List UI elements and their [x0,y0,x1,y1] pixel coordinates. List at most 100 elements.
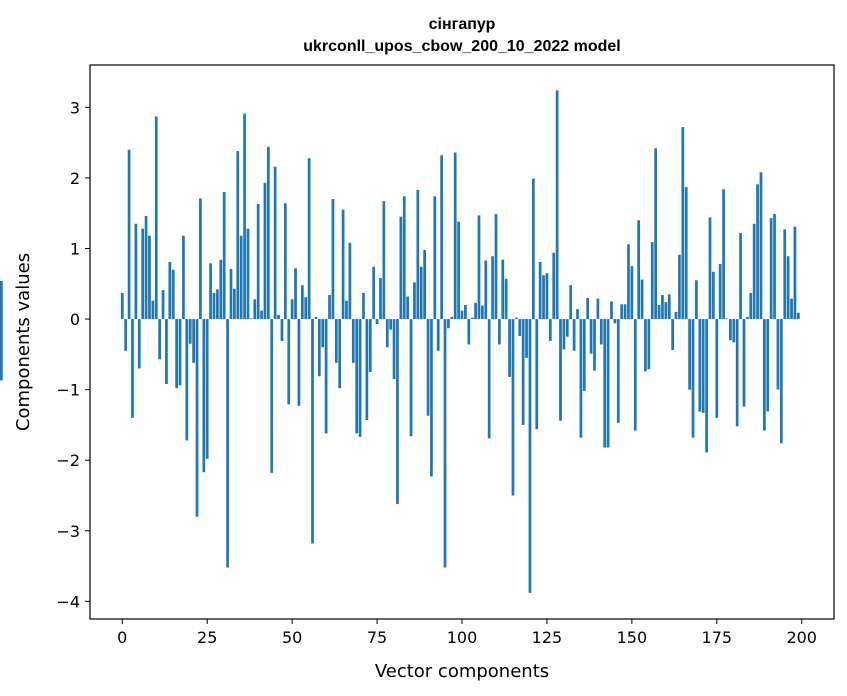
bar [348,242,352,320]
bar [511,319,515,496]
bar [199,198,202,320]
bar [277,314,280,320]
bar [776,319,780,390]
bar [402,196,406,320]
bar [552,252,556,320]
bar [498,319,501,345]
bar [657,304,661,320]
x-tick-label: 0 [117,628,127,647]
bar [0,319,3,381]
bar [735,319,739,427]
bar [338,319,342,389]
bar [137,319,141,369]
bar [243,113,246,320]
bar [630,266,634,320]
bar [447,319,450,329]
bar [426,319,430,416]
bar [647,319,651,370]
bar [474,302,477,320]
bar [317,319,321,377]
bar [779,319,783,444]
bar [345,300,348,320]
bar [650,242,654,320]
bar [718,264,722,320]
x-tick-label: 50 [282,628,302,647]
bar [239,235,243,320]
bar [392,319,396,380]
bar [725,318,729,320]
x-tick-label: 125 [532,628,563,647]
bar [382,201,386,320]
bar [674,312,678,320]
bar [263,182,267,320]
bar [763,319,766,431]
bar [283,203,287,320]
bar [294,268,297,320]
y-axis-label: Components values [13,253,34,431]
bar [525,319,528,358]
bar [606,319,610,448]
bar [260,310,263,320]
bar [746,316,749,320]
bar [334,319,338,363]
y-tick-label: 3 [70,98,80,117]
y-tick-label: −1 [56,381,80,400]
bar [695,280,698,320]
plot-frame [89,64,835,620]
bar [508,319,511,377]
bar [222,192,226,320]
bar [219,259,223,320]
bar [365,319,369,420]
x-tick-label: 25 [197,628,217,647]
bar [786,256,790,320]
bar [416,189,420,320]
bar [705,319,708,453]
bar [528,319,532,593]
bar [256,204,260,320]
bar [175,319,178,389]
bar [212,292,216,320]
bar [487,319,491,439]
bar [501,259,505,320]
bar [637,220,641,320]
chart-title-line-1: сінгапур [429,16,496,33]
y-tick-label: −4 [56,592,80,611]
x-axis-label: Vector components [375,661,549,682]
bar [633,319,637,431]
bar [793,226,797,320]
bar [246,228,250,320]
chart-title-line-2: ukrconll_upos_cbow_200_10_2022 model [303,38,620,55]
bar [185,319,189,441]
bar [684,187,688,320]
bar [202,319,206,473]
bar [742,319,746,407]
bar [559,319,562,421]
bar [531,178,535,320]
bar [192,319,195,363]
bar [671,319,674,351]
bar [385,319,389,348]
bar [555,90,559,320]
y-tick-label: −3 [56,522,80,541]
bar [216,289,219,320]
bar [0,280,3,320]
bar [226,319,229,568]
bar [253,299,257,320]
bar [205,319,209,459]
bar [542,275,545,320]
bar [773,213,776,320]
bar [620,304,624,320]
bar-series [0,90,800,593]
bar [419,266,423,320]
bar [413,282,416,320]
bar [562,319,566,350]
bar [182,235,185,320]
bar [154,116,158,320]
x-tick-label: 175 [702,628,733,647]
bar [640,279,644,320]
bar [141,228,145,320]
bar [470,317,474,320]
bar [457,221,460,320]
bar [504,278,508,320]
bar [379,278,382,320]
